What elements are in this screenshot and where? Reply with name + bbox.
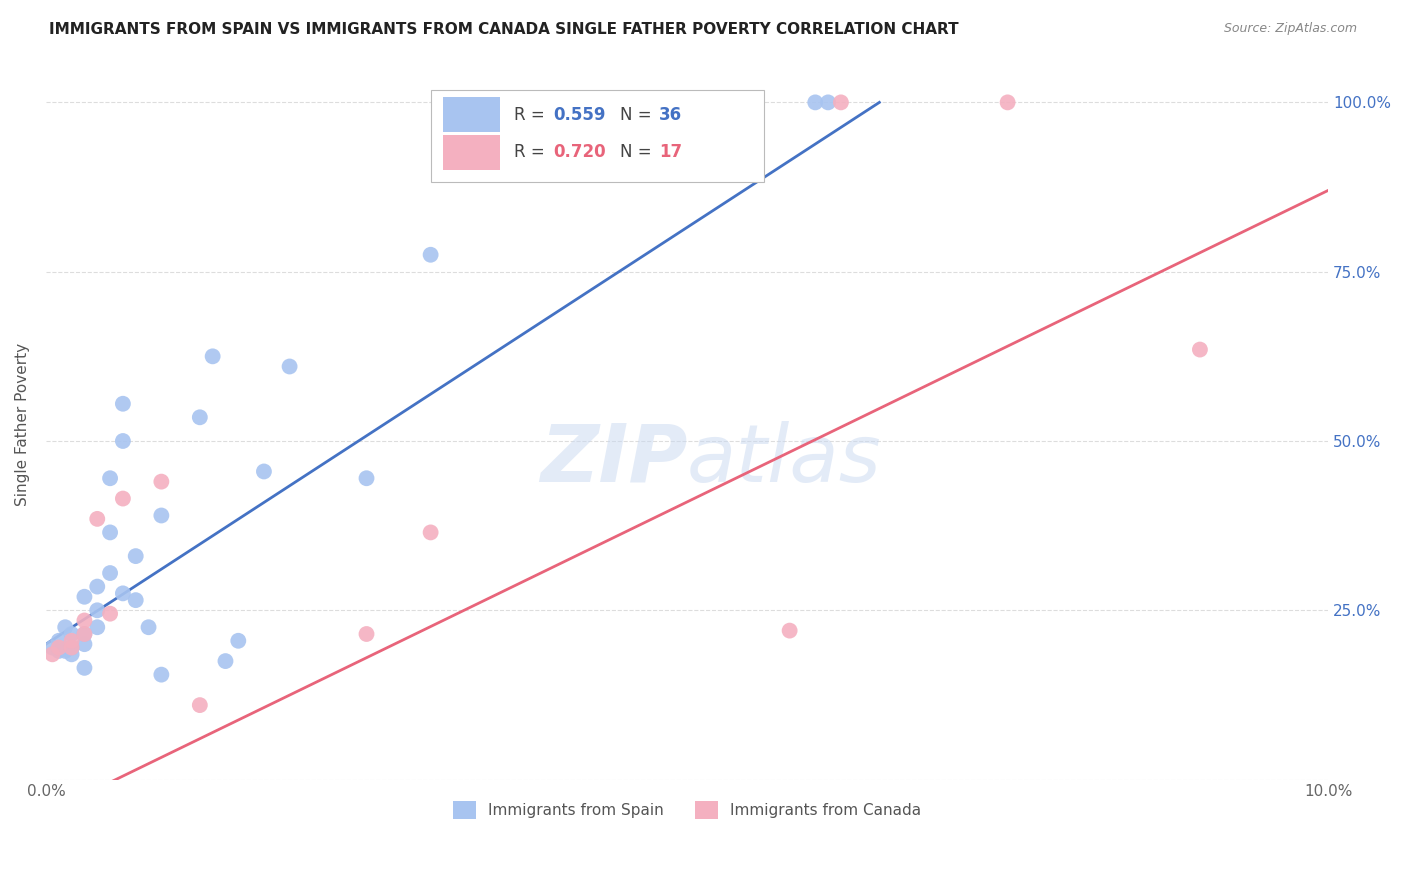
Point: [73, 661, 96, 675]
Point: [73, 627, 96, 641]
Point: [73, 614, 96, 628]
Point: [60, 648, 83, 662]
Text: 0.559: 0.559: [554, 106, 606, 124]
Point: [125, 593, 148, 607]
Text: ZIP: ZIP: [540, 421, 688, 499]
Text: N =: N =: [620, 106, 657, 124]
Point: [60, 640, 83, 655]
Point: [111, 586, 134, 600]
Point: [98, 471, 121, 485]
Point: [188, 410, 211, 425]
Point: [53, 620, 76, 634]
Point: [86, 603, 108, 617]
Text: 17: 17: [659, 144, 682, 161]
Point: [86, 620, 108, 634]
Point: [48, 633, 70, 648]
Text: R =: R =: [515, 144, 550, 161]
Point: [278, 359, 301, 374]
Point: [48, 640, 70, 655]
Point: [356, 471, 378, 485]
Point: [817, 95, 839, 110]
Point: [138, 620, 160, 634]
Point: [111, 397, 134, 411]
Point: [150, 508, 173, 523]
Point: [60, 633, 83, 648]
Point: [98, 525, 121, 540]
Point: [997, 95, 1019, 110]
Point: [73, 637, 96, 651]
Point: [419, 525, 441, 540]
Legend: Immigrants from Spain, Immigrants from Canada: Immigrants from Spain, Immigrants from C…: [447, 795, 927, 825]
Point: [804, 95, 827, 110]
Point: [86, 512, 108, 526]
Point: [41, 648, 63, 662]
Point: [73, 590, 96, 604]
Point: [60, 627, 83, 641]
Point: [73, 627, 96, 641]
Point: [125, 549, 148, 563]
Text: Source: ZipAtlas.com: Source: ZipAtlas.com: [1223, 22, 1357, 36]
Text: N =: N =: [620, 144, 657, 161]
Point: [150, 667, 173, 681]
Point: [48, 644, 70, 658]
Text: 36: 36: [659, 106, 682, 124]
Point: [86, 580, 108, 594]
Point: [98, 566, 121, 580]
Point: [188, 698, 211, 712]
Point: [419, 248, 441, 262]
FancyBboxPatch shape: [443, 97, 501, 132]
Text: atlas: atlas: [688, 421, 882, 499]
Point: [111, 434, 134, 448]
Point: [41, 640, 63, 655]
Point: [253, 465, 276, 479]
Text: R =: R =: [515, 106, 550, 124]
Point: [214, 654, 236, 668]
Point: [356, 627, 378, 641]
Point: [111, 491, 134, 506]
Text: IMMIGRANTS FROM SPAIN VS IMMIGRANTS FROM CANADA SINGLE FATHER POVERTY CORRELATIO: IMMIGRANTS FROM SPAIN VS IMMIGRANTS FROM…: [49, 22, 959, 37]
Y-axis label: Single Father Poverty: Single Father Poverty: [15, 343, 30, 506]
Point: [98, 607, 121, 621]
Text: 0.720: 0.720: [554, 144, 606, 161]
FancyBboxPatch shape: [430, 90, 763, 182]
Point: [779, 624, 801, 638]
Point: [60, 640, 83, 655]
Point: [150, 475, 173, 489]
Point: [53, 644, 76, 658]
Point: [201, 349, 224, 363]
Point: [226, 633, 249, 648]
Point: [830, 95, 852, 110]
Point: [1188, 343, 1211, 357]
FancyBboxPatch shape: [443, 135, 501, 169]
